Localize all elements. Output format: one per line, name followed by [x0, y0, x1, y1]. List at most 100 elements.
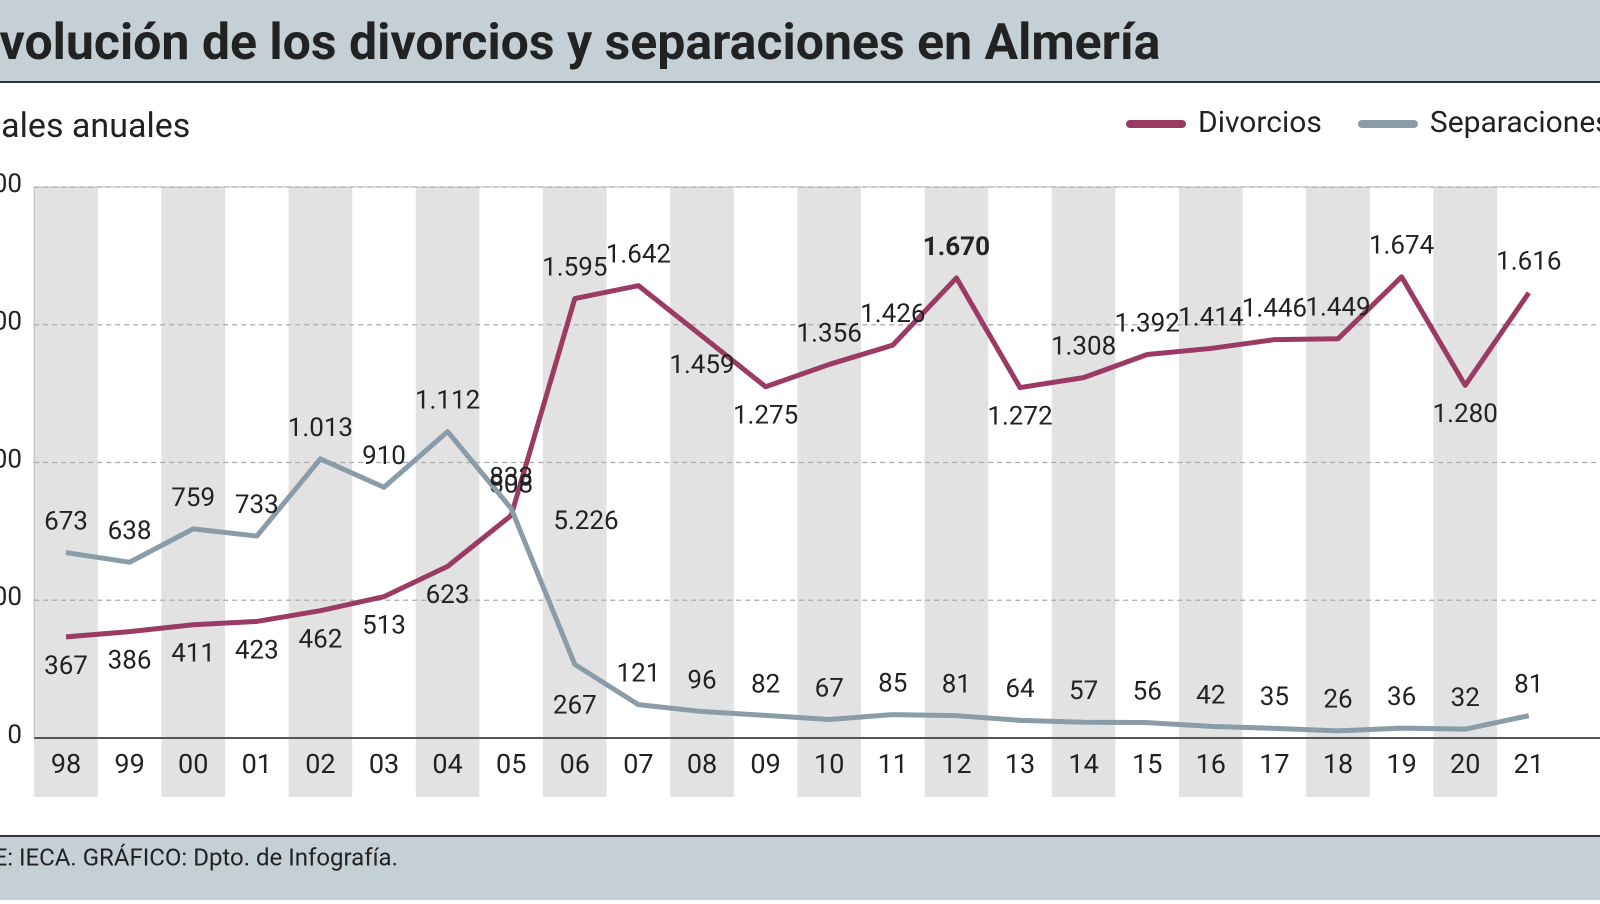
x-tick-label: 15: [1132, 748, 1162, 780]
x-tick-label: 98: [51, 748, 81, 780]
data-label: 1.013: [288, 413, 353, 443]
data-label: 1.595: [542, 252, 607, 282]
data-label: 36: [1387, 682, 1416, 712]
data-label: 1.674: [1369, 231, 1435, 261]
data-label: 67: [815, 673, 844, 703]
legend: Divorcios Separaciones: [1126, 105, 1600, 140]
data-label: 1.426: [860, 299, 925, 329]
data-label: 1.272: [987, 401, 1052, 431]
data-label: 833: [489, 462, 533, 492]
column-band: [1179, 187, 1243, 797]
x-tick-label: 09: [750, 748, 780, 780]
y-tick-label: 1.500: [0, 307, 22, 337]
column-band: [670, 187, 734, 797]
x-tick-label: 99: [114, 748, 144, 780]
data-label: 1.449: [1305, 293, 1370, 323]
x-tick-label: 21: [1514, 748, 1544, 780]
legend-label: Divorcios: [1198, 105, 1322, 140]
x-tick-label: 00: [178, 748, 208, 780]
x-tick-label: 01: [242, 748, 272, 780]
data-label: 411: [171, 639, 215, 669]
x-tick-label: 16: [1196, 748, 1226, 780]
data-label: 32: [1451, 683, 1480, 713]
x-tick-label: 08: [687, 748, 717, 780]
data-label: 759: [171, 483, 215, 513]
column-band: [797, 187, 861, 797]
chart-subtitle: Totales anuales: [0, 106, 190, 146]
x-tick-label: 06: [560, 748, 590, 780]
data-label: 1.392: [1115, 308, 1180, 338]
data-label: 35: [1260, 682, 1289, 712]
x-tick-label: 14: [1068, 748, 1098, 780]
data-label: 121: [616, 659, 660, 689]
data-label: 26: [1323, 685, 1352, 715]
y-tick-label: 0: [7, 720, 22, 750]
data-label: 1.446: [1242, 294, 1307, 324]
data-label: 910: [362, 441, 406, 471]
data-label: 462: [298, 625, 342, 655]
x-tick-label: 10: [814, 748, 844, 780]
data-label: 423: [235, 635, 279, 665]
data-label: 386: [108, 646, 152, 676]
data-label: 64: [1005, 674, 1035, 704]
column-band: [415, 187, 480, 797]
column-band: [924, 187, 989, 797]
column-band: [543, 187, 607, 797]
data-label: 1.616: [1496, 247, 1561, 277]
source: FUENTE: IECA. GRÁFICO: Dpto. de Infograf…: [0, 843, 398, 871]
x-tick-label: 03: [369, 748, 399, 780]
annotation: 5.226: [553, 506, 618, 536]
x-tick-label: 12: [941, 748, 971, 780]
x-tick-label: 11: [878, 748, 908, 780]
line-series: [65, 274, 1531, 640]
data-label: 57: [1069, 676, 1098, 706]
data-label: 82: [751, 669, 780, 699]
x-tick-label: 13: [1005, 748, 1035, 780]
column-band: [1306, 187, 1370, 797]
data-label: 1.280: [1433, 399, 1498, 429]
data-label: 1.670: [923, 232, 990, 262]
y-tick-label: 2.000: [0, 169, 22, 199]
x-tick-label: 18: [1323, 748, 1353, 780]
y-tick-label: 1.000: [0, 444, 22, 474]
x-tick-label: 05: [496, 748, 526, 780]
x-tick-label: 17: [1259, 748, 1289, 780]
x-tick-label: 07: [623, 748, 653, 780]
data-label: 96: [687, 665, 716, 695]
column-band: [288, 187, 353, 797]
data-label: 81: [942, 670, 971, 700]
data-label: 673: [44, 506, 88, 536]
data-label: 1.275: [733, 401, 798, 431]
data-label: 1.308: [1051, 332, 1116, 362]
x-tick-label: 20: [1450, 748, 1480, 780]
x-tick-label: 19: [1386, 748, 1416, 780]
data-label: 733: [235, 490, 279, 520]
y-tick-label: 500: [0, 582, 22, 612]
data-label: 1.642: [606, 240, 671, 270]
column-band: [1051, 187, 1116, 797]
footer-bar: [0, 836, 1600, 900]
column-band: [34, 187, 98, 797]
x-tick-label: 04: [432, 748, 462, 780]
data-label: 85: [878, 668, 907, 698]
data-label: 1.414: [1178, 302, 1244, 332]
data-label: 56: [1133, 676, 1162, 706]
data-label: 623: [426, 580, 470, 610]
x-tick-label: 02: [305, 748, 335, 780]
column-band: [1433, 187, 1497, 797]
header-bar: [0, 0, 1600, 82]
line-series: [65, 429, 1530, 734]
column-band: [161, 187, 225, 797]
chart-title: Evolución de los divorcios y separacione…: [0, 14, 1160, 72]
data-label: 513: [362, 611, 406, 641]
data-label: 81: [1514, 670, 1543, 700]
data-label: 42: [1196, 680, 1225, 710]
data-label: 1.112: [415, 386, 480, 416]
data-label: 1.459: [669, 350, 734, 380]
legend-label: Separaciones: [1430, 105, 1600, 140]
data-label: 367: [44, 651, 88, 681]
data-label: 1.356: [797, 318, 862, 348]
data-label: 267: [553, 690, 597, 720]
data-label: 638: [108, 516, 152, 546]
